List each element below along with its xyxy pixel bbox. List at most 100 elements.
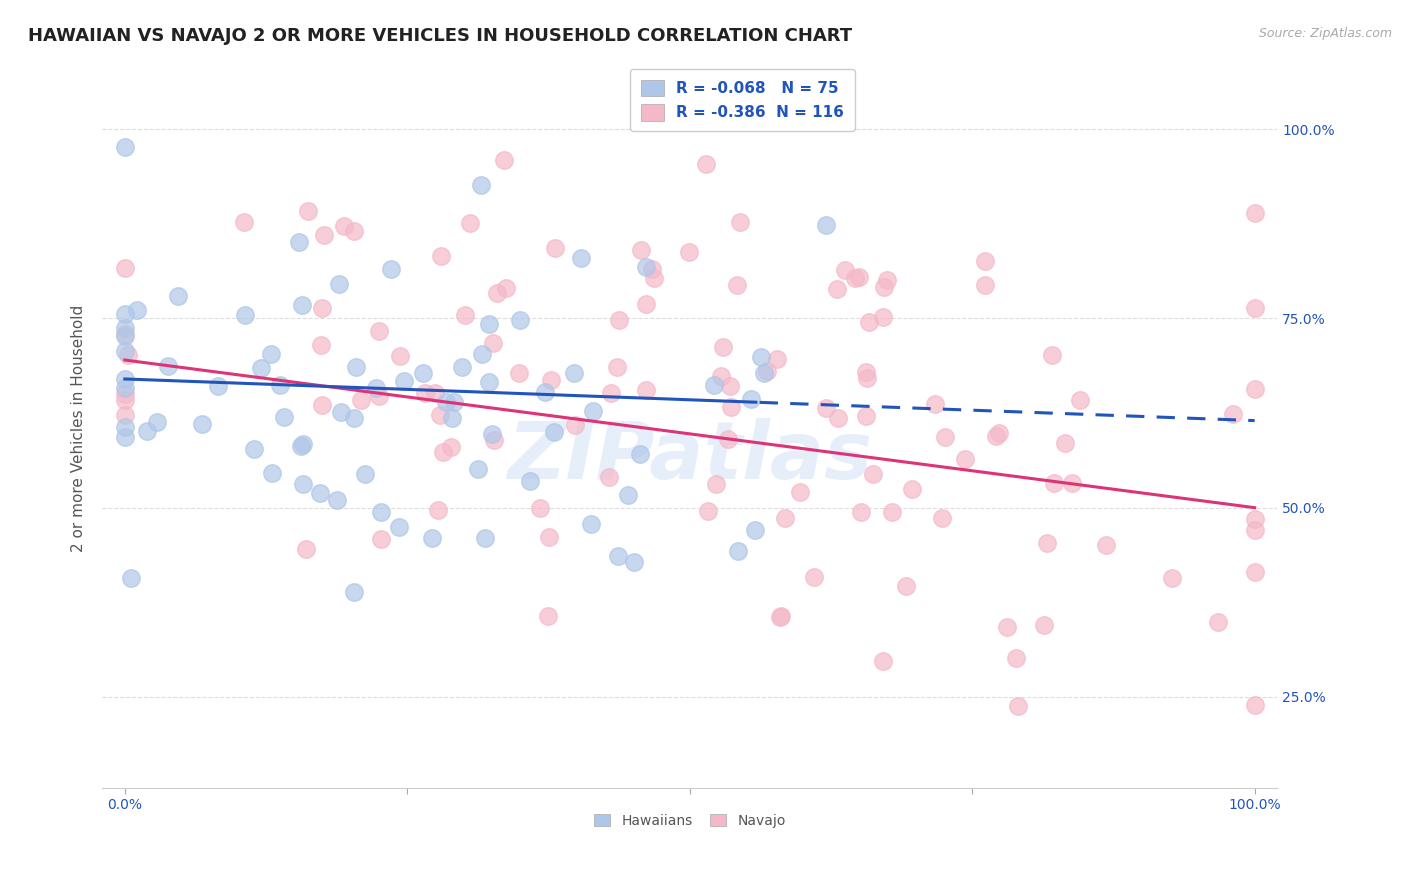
Point (333, 219, 356, 233)
Point (628, 447, 651, 461)
Point (636, 383, 658, 397)
Point (529, 500, 551, 515)
Point (749, 350, 772, 364)
Point (114, 344, 136, 359)
Point (1243, 523, 1265, 537)
Point (1053, 435, 1076, 450)
Point (855, 409, 877, 423)
Point (766, 352, 789, 367)
Text: ZIPatlas: ZIPatlas (508, 418, 872, 496)
Point (364, 381, 387, 395)
Point (564, 417, 586, 432)
Point (718, 379, 741, 393)
Point (931, 511, 953, 525)
Point (827, 411, 849, 425)
Point (711, 340, 734, 354)
Point (974, 277, 997, 292)
Point (146, 415, 169, 429)
Point (844, 271, 866, 285)
Point (537, 530, 560, 544)
Point (1243, 301, 1265, 316)
Point (114, 140, 136, 154)
Point (974, 254, 997, 268)
Point (582, 403, 605, 417)
Point (872, 310, 894, 325)
Point (756, 364, 779, 378)
Point (1206, 615, 1229, 630)
Point (636, 260, 658, 275)
Point (412, 366, 434, 380)
Point (370, 532, 392, 546)
Point (309, 337, 332, 351)
Point (1222, 407, 1244, 421)
Point (540, 373, 562, 387)
Point (848, 269, 870, 284)
Point (988, 426, 1011, 441)
Point (855, 366, 877, 380)
Point (343, 410, 366, 425)
Point (233, 309, 256, 323)
Point (896, 579, 918, 593)
Point (509, 313, 531, 327)
Point (769, 609, 792, 624)
Point (114, 307, 136, 321)
Point (616, 488, 638, 502)
Point (834, 262, 856, 277)
Point (260, 347, 283, 361)
Point (309, 485, 332, 500)
Point (430, 248, 453, 262)
Point (413, 386, 436, 401)
Point (544, 241, 567, 255)
Point (876, 273, 898, 287)
Point (641, 262, 664, 277)
Point (495, 281, 517, 295)
Point (803, 569, 825, 583)
Point (454, 308, 477, 322)
Point (1243, 206, 1265, 220)
Point (880, 505, 903, 519)
Point (1243, 698, 1265, 713)
Point (606, 360, 628, 375)
Point (292, 477, 315, 491)
Point (288, 235, 311, 250)
Point (474, 531, 496, 545)
Point (167, 289, 190, 303)
Point (344, 360, 367, 375)
Point (458, 216, 481, 230)
Point (114, 329, 136, 343)
Point (1007, 699, 1029, 714)
Point (427, 503, 450, 517)
Point (114, 430, 136, 444)
Point (423, 385, 446, 400)
Point (380, 262, 402, 277)
Point (481, 427, 503, 442)
Point (543, 425, 565, 439)
Point (388, 520, 411, 534)
Point (420, 531, 443, 545)
Point (394, 374, 416, 388)
Point (443, 395, 465, 409)
Point (1005, 651, 1028, 665)
Point (260, 466, 283, 480)
Point (730, 215, 752, 229)
Point (290, 439, 312, 453)
Point (114, 386, 136, 401)
Point (599, 385, 621, 400)
Point (825, 282, 848, 296)
Point (814, 401, 837, 415)
Point (901, 482, 924, 496)
Point (314, 227, 336, 242)
Point (1094, 538, 1116, 552)
Y-axis label: 2 or more Vehicles in Household: 2 or more Vehicles in Household (72, 304, 86, 552)
Point (157, 359, 180, 373)
Point (311, 398, 333, 412)
Point (117, 348, 139, 362)
Point (725, 278, 748, 293)
Text: HAWAIIAN VS NAVAJO 2 OR MORE VEHICLES IN HOUSEHOLD CORRELATION CHART: HAWAIIAN VS NAVAJO 2 OR MORE VEHICLES IN… (28, 27, 852, 45)
Point (125, 303, 148, 318)
Point (440, 440, 463, 454)
Point (114, 393, 136, 408)
Point (368, 324, 391, 338)
Point (924, 397, 946, 411)
Point (1040, 348, 1063, 362)
